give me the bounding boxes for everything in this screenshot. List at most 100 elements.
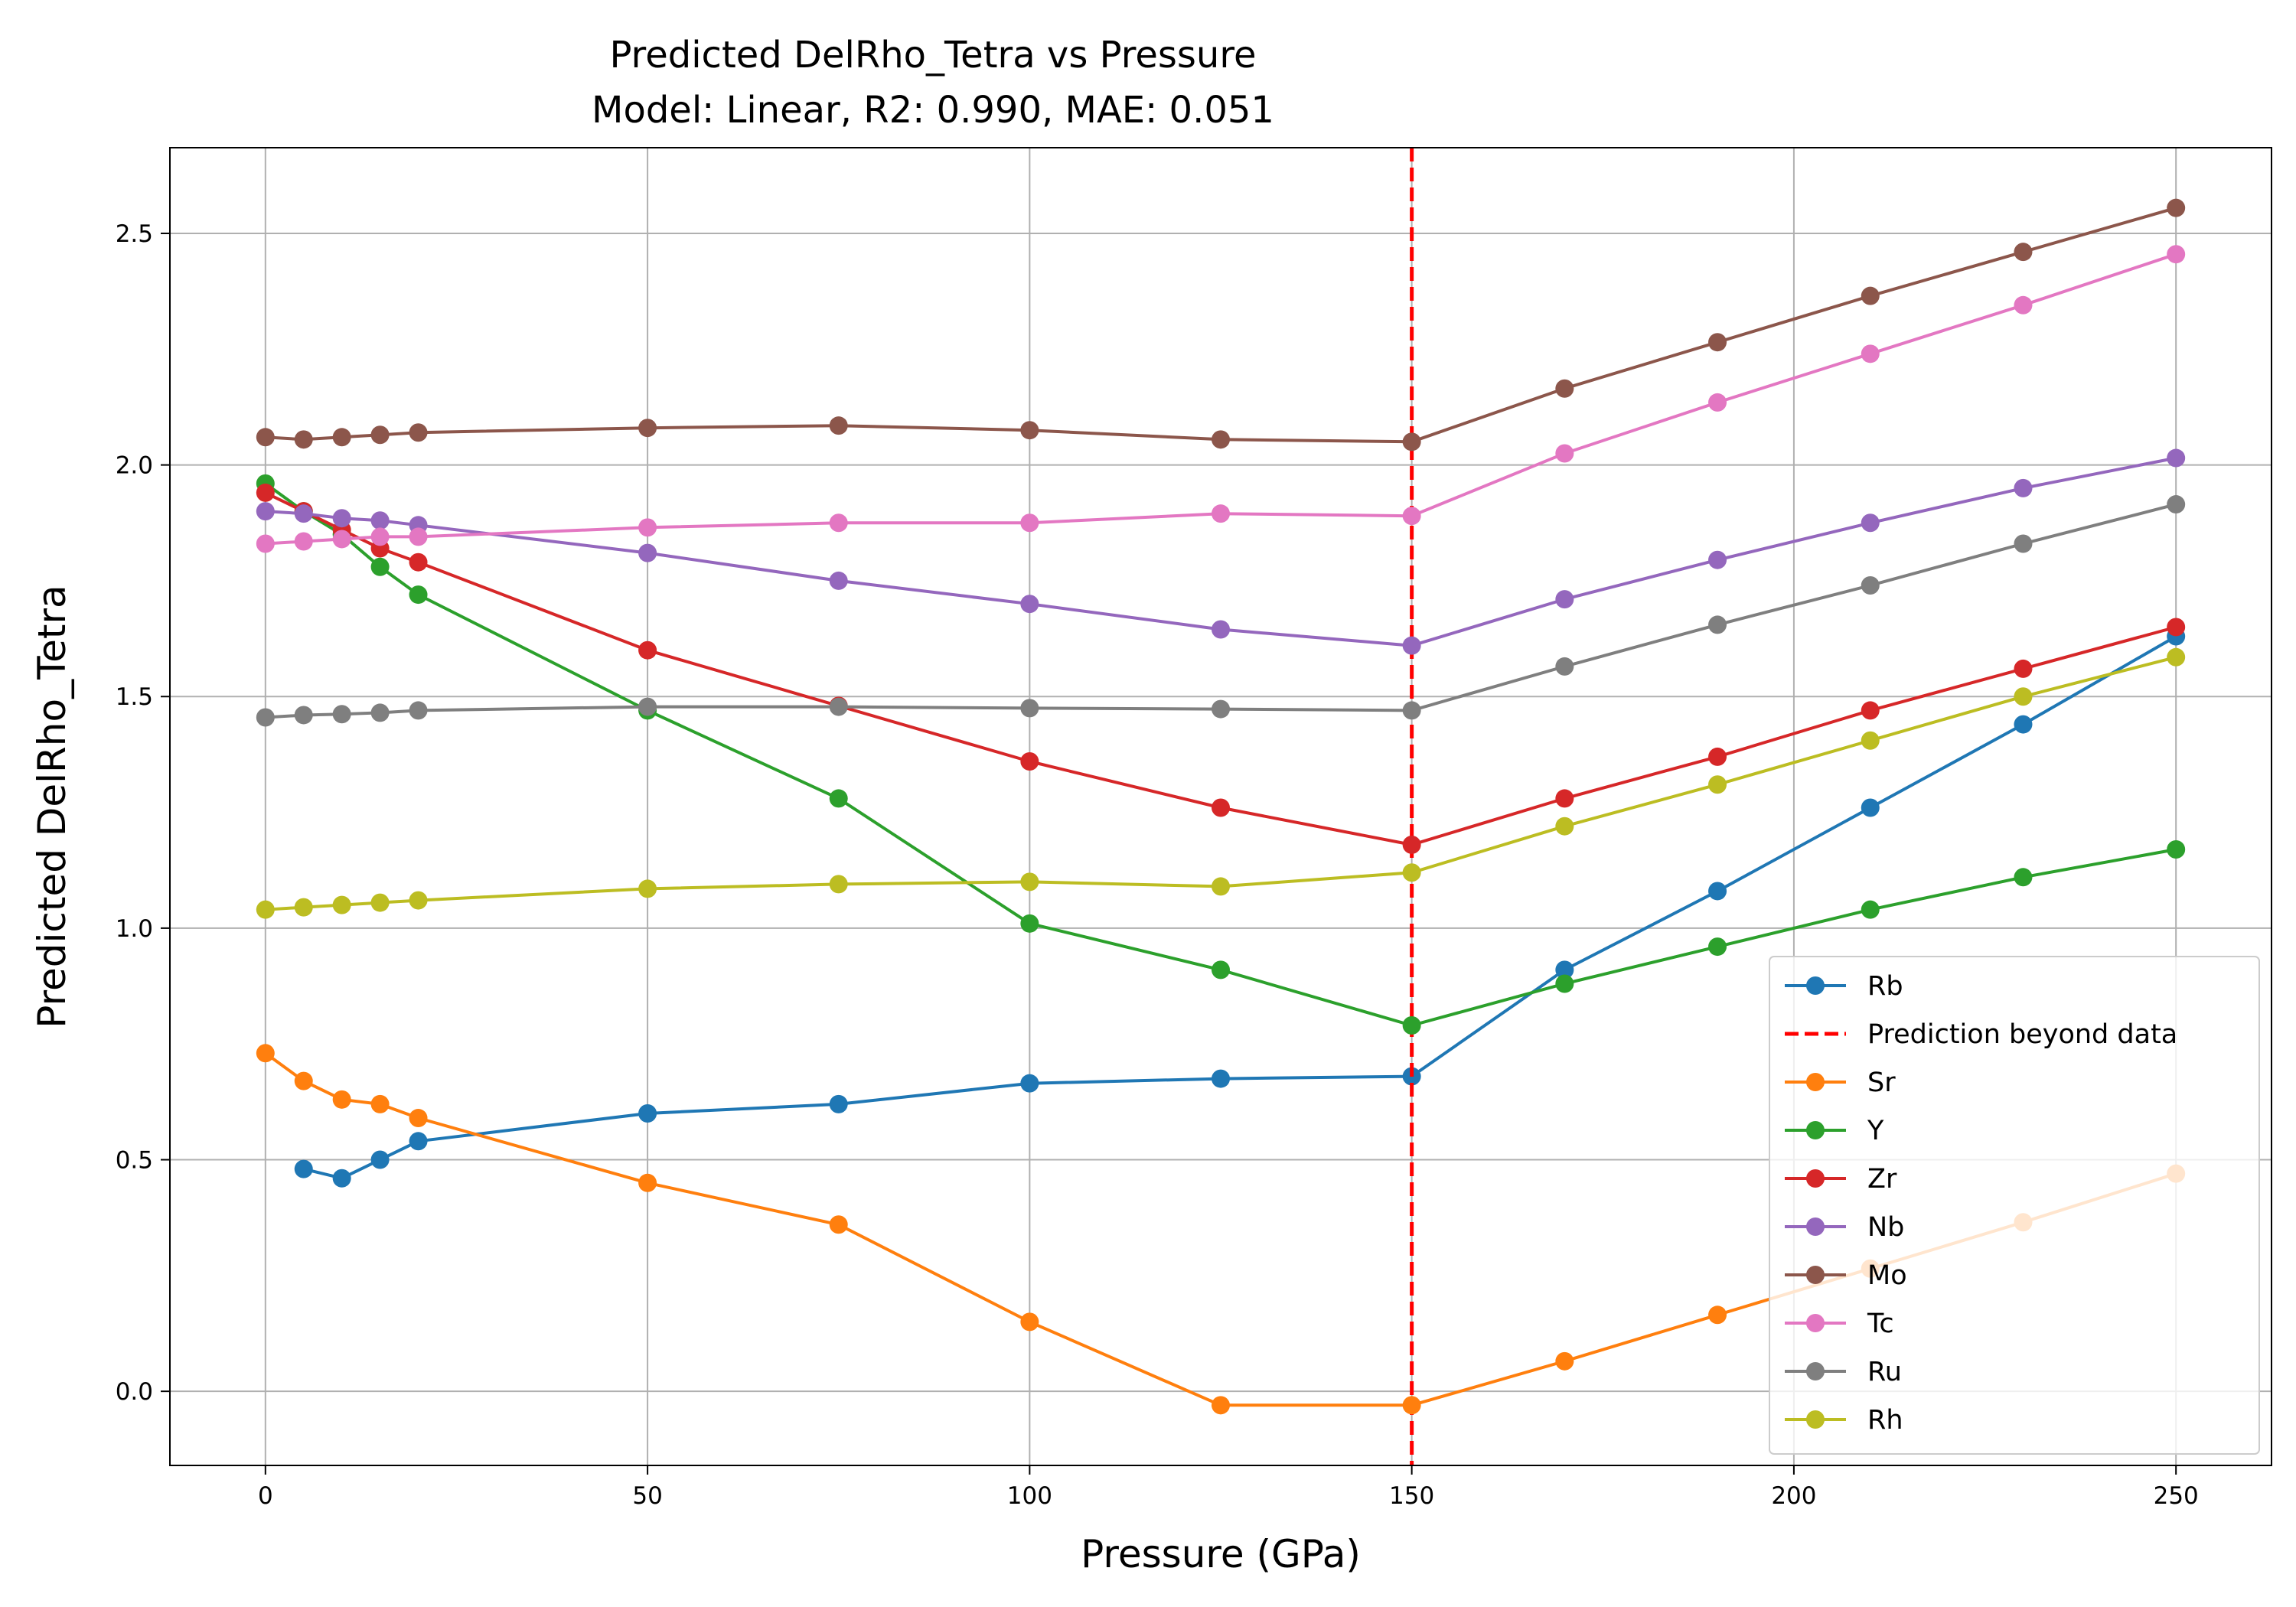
data-point bbox=[409, 1132, 428, 1151]
data-point bbox=[370, 425, 390, 445]
y-tick-label: 1.5 bbox=[116, 683, 153, 711]
data-point bbox=[409, 585, 428, 605]
data-point bbox=[1402, 432, 1421, 451]
legend-label: Rb bbox=[1867, 971, 1903, 1002]
data-point bbox=[2014, 243, 2033, 262]
data-point bbox=[1861, 701, 1880, 720]
data-point bbox=[1212, 877, 1230, 896]
data-point bbox=[294, 504, 313, 523]
legend-swatch-marker bbox=[1806, 1410, 1825, 1429]
data-point bbox=[1861, 513, 1880, 533]
data-point bbox=[294, 1159, 313, 1178]
data-point bbox=[1708, 1305, 1727, 1325]
legend-label: Prediction beyond data bbox=[1867, 1019, 2177, 1050]
data-point bbox=[1555, 657, 1574, 676]
data-point bbox=[1555, 1351, 1574, 1371]
data-point bbox=[1861, 286, 1880, 305]
legend-label: Rh bbox=[1867, 1405, 1903, 1436]
data-point bbox=[2167, 448, 2186, 468]
data-point bbox=[1708, 550, 1727, 569]
data-point bbox=[829, 571, 848, 590]
series-tc bbox=[256, 245, 2186, 553]
legend-label: Nb bbox=[1867, 1212, 1904, 1243]
y-axis-label: Predicted DelRho_Tetra bbox=[30, 585, 74, 1028]
data-point bbox=[1212, 620, 1230, 639]
x-tick-label: 100 bbox=[1007, 1482, 1052, 1510]
chart-title-line-2: Model: Linear, R2: 0.990, MAE: 0.051 bbox=[592, 89, 1274, 132]
data-point bbox=[1402, 636, 1421, 655]
data-point bbox=[829, 416, 848, 435]
data-point bbox=[1555, 444, 1574, 463]
data-point bbox=[294, 430, 313, 449]
data-point bbox=[1555, 817, 1574, 836]
data-point bbox=[2014, 868, 2033, 887]
series-mo bbox=[256, 198, 2186, 451]
data-point bbox=[256, 1044, 275, 1063]
data-point bbox=[409, 553, 428, 572]
data-point bbox=[829, 1215, 848, 1234]
data-point bbox=[1861, 344, 1880, 363]
data-point bbox=[332, 895, 351, 914]
data-point bbox=[1020, 699, 1039, 718]
legend-label: Ru bbox=[1867, 1357, 1902, 1387]
data-point bbox=[370, 1094, 390, 1113]
data-point bbox=[2167, 839, 2186, 859]
legend-swatch-marker bbox=[1806, 1169, 1825, 1188]
data-point bbox=[332, 705, 351, 724]
legend-label: Mo bbox=[1867, 1260, 1907, 1291]
legend-entry: Rh bbox=[1785, 1405, 1903, 1436]
legend-entry: Nb bbox=[1785, 1212, 1904, 1243]
legend-label: Tc bbox=[1867, 1309, 1894, 1339]
data-point bbox=[1555, 974, 1574, 993]
data-point bbox=[829, 513, 848, 533]
legend-label: Sr bbox=[1867, 1068, 1896, 1098]
data-point bbox=[638, 641, 657, 660]
data-point bbox=[638, 697, 657, 716]
x-tick-label: 0 bbox=[258, 1482, 273, 1510]
data-point bbox=[370, 527, 390, 546]
data-point bbox=[256, 483, 275, 502]
data-point bbox=[2014, 659, 2033, 678]
data-point bbox=[256, 428, 275, 447]
data-point bbox=[2167, 198, 2186, 217]
data-point bbox=[1555, 789, 1574, 808]
series-ru bbox=[256, 495, 2186, 727]
data-point bbox=[1708, 393, 1727, 412]
legend-entry: Rb bbox=[1785, 971, 1903, 1002]
series-rh bbox=[256, 647, 2186, 919]
data-point bbox=[409, 891, 428, 910]
data-point bbox=[294, 1071, 313, 1090]
plot-frame bbox=[169, 147, 2272, 1466]
data-point bbox=[256, 502, 275, 521]
legend-entry: Sr bbox=[1785, 1068, 1896, 1098]
data-point bbox=[1212, 960, 1230, 980]
data-point bbox=[1402, 507, 1421, 526]
data-point bbox=[1212, 1069, 1230, 1088]
data-point bbox=[1020, 872, 1039, 892]
legend-swatch-marker bbox=[1806, 1314, 1825, 1332]
data-point bbox=[829, 789, 848, 808]
data-point bbox=[370, 511, 390, 530]
y-tick-label: 0.5 bbox=[116, 1147, 153, 1175]
data-point bbox=[1020, 421, 1039, 440]
data-point bbox=[1212, 1396, 1230, 1415]
data-point bbox=[1402, 1396, 1421, 1415]
x-tick-label: 250 bbox=[2154, 1482, 2199, 1510]
data-point bbox=[409, 527, 428, 546]
data-point bbox=[2014, 478, 2033, 497]
axes: 0 50 100 150 200 250 0.0 0.5 1.0 1.5 2.0 2.5 bbox=[116, 220, 2199, 1510]
legend-label: Y bbox=[1867, 1116, 1884, 1146]
data-point bbox=[1402, 1015, 1421, 1035]
data-point bbox=[638, 879, 657, 898]
data-point bbox=[638, 543, 657, 562]
data-point bbox=[1708, 882, 1727, 901]
y-tick-label: 2.5 bbox=[116, 220, 153, 248]
data-point bbox=[1708, 937, 1727, 957]
x-tick-label: 50 bbox=[632, 1482, 662, 1510]
series-nb bbox=[256, 448, 2186, 655]
legend-swatch-marker bbox=[1806, 1073, 1825, 1091]
series-rb bbox=[294, 627, 2186, 1188]
data-point bbox=[1020, 914, 1039, 933]
data-point bbox=[332, 1090, 351, 1109]
